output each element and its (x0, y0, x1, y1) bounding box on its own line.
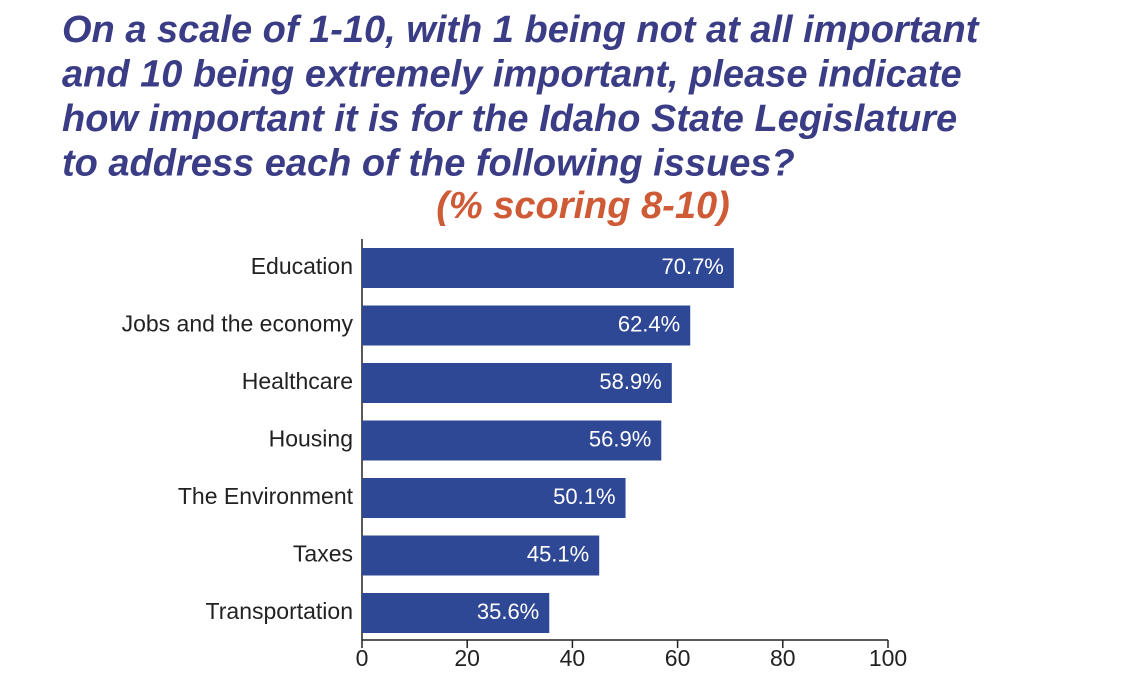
value-label: 50.1% (553, 484, 615, 509)
value-label: 35.6% (477, 599, 539, 624)
bar (362, 420, 662, 461)
x-tick-label: 0 (356, 645, 369, 671)
category-label: Taxes (293, 541, 353, 567)
bar (362, 593, 550, 633)
value-label: 62.4% (618, 311, 680, 336)
x-tick-label: 80 (770, 645, 796, 671)
chart-title: and 10 being extremely important, please… (62, 54, 962, 96)
x-tick-label: 40 (560, 645, 586, 671)
bar (362, 248, 734, 288)
value-label: 56.9% (589, 426, 651, 451)
value-label: 70.7% (661, 254, 723, 279)
x-tick-label: 100 (869, 645, 907, 671)
value-label: 45.1% (527, 541, 589, 566)
chart-title: On a scale of 1-10, with 1 being not at … (62, 9, 980, 51)
category-label: Education (251, 253, 353, 279)
x-tick-label: 60 (665, 645, 691, 671)
chart-title: to address each of the following issues? (62, 143, 795, 185)
category-label: Healthcare (242, 368, 353, 394)
bar (362, 363, 672, 403)
category-label: Jobs and the economy (122, 311, 354, 337)
category-label: The Environment (178, 483, 354, 509)
category-label: Transportation (206, 598, 353, 624)
chart-title: how important it is for the Idaho State … (62, 98, 957, 140)
category-label: Housing (269, 426, 353, 452)
x-tick-label: 20 (454, 645, 480, 671)
bar (362, 478, 626, 518)
bar (362, 305, 691, 346)
bar (362, 535, 600, 576)
chart-subtitle: (% scoring 8-10) (436, 185, 730, 227)
value-label: 58.9% (599, 369, 661, 394)
